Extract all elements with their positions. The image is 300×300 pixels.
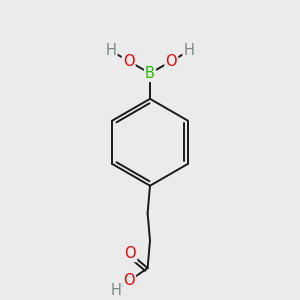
Text: O: O bbox=[123, 54, 134, 69]
Text: B: B bbox=[145, 66, 155, 81]
Text: H: H bbox=[110, 283, 121, 298]
Text: O: O bbox=[166, 54, 177, 69]
Text: H: H bbox=[106, 44, 116, 59]
Text: O: O bbox=[124, 246, 136, 261]
Text: O: O bbox=[123, 274, 135, 289]
Text: H: H bbox=[184, 44, 194, 59]
